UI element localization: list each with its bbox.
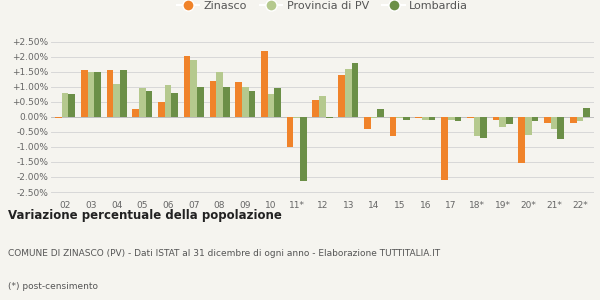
Bar bbox=[209, 81, 216, 117]
Bar bbox=[248, 92, 256, 117]
Bar bbox=[397, 117, 403, 118]
Bar bbox=[473, 117, 480, 136]
Text: COMUNE DI ZINASCO (PV) - Dati ISTAT al 31 dicembre di ogni anno - Elaborazione T: COMUNE DI ZINASCO (PV) - Dati ISTAT al 3… bbox=[8, 248, 440, 257]
Bar bbox=[551, 117, 557, 129]
Bar bbox=[493, 117, 499, 120]
Bar bbox=[235, 82, 242, 117]
Bar bbox=[364, 117, 371, 129]
Bar bbox=[415, 117, 422, 118]
Bar bbox=[300, 117, 307, 182]
Bar bbox=[81, 70, 88, 117]
Bar bbox=[499, 117, 506, 128]
Bar bbox=[223, 87, 230, 117]
Text: Variazione percentuale della popolazione: Variazione percentuale della popolazione bbox=[8, 209, 281, 222]
Bar bbox=[441, 117, 448, 180]
Bar bbox=[268, 94, 274, 117]
Bar bbox=[455, 117, 461, 122]
Bar bbox=[467, 117, 473, 118]
Bar bbox=[216, 72, 223, 117]
Bar bbox=[570, 117, 577, 123]
Legend: Zinasco, Provincia di PV, Lombardia: Zinasco, Provincia di PV, Lombardia bbox=[172, 0, 473, 15]
Bar bbox=[313, 100, 319, 117]
Text: (*) post-censimento: (*) post-censimento bbox=[8, 282, 98, 291]
Bar bbox=[377, 110, 384, 117]
Bar bbox=[242, 87, 248, 117]
Bar bbox=[94, 72, 101, 117]
Bar bbox=[88, 72, 94, 117]
Bar bbox=[261, 51, 268, 117]
Bar bbox=[338, 75, 345, 117]
Bar bbox=[525, 117, 532, 135]
Bar bbox=[319, 96, 326, 117]
Bar bbox=[107, 70, 113, 117]
Bar bbox=[352, 63, 358, 117]
Bar bbox=[139, 88, 146, 117]
Bar bbox=[165, 85, 172, 117]
Bar bbox=[120, 70, 127, 117]
Bar bbox=[287, 117, 293, 147]
Bar bbox=[518, 117, 525, 164]
Bar bbox=[506, 117, 512, 124]
Bar bbox=[480, 117, 487, 138]
Bar bbox=[532, 117, 538, 122]
Bar bbox=[274, 88, 281, 117]
Bar bbox=[448, 117, 455, 120]
Bar bbox=[557, 117, 564, 140]
Bar bbox=[422, 117, 429, 120]
Bar bbox=[190, 60, 197, 117]
Bar bbox=[389, 117, 397, 136]
Bar bbox=[113, 84, 120, 117]
Bar bbox=[371, 117, 377, 118]
Bar bbox=[577, 117, 583, 122]
Bar bbox=[429, 117, 436, 120]
Bar bbox=[146, 92, 152, 117]
Bar bbox=[184, 56, 190, 117]
Bar bbox=[68, 94, 75, 117]
Bar bbox=[197, 87, 204, 117]
Bar bbox=[62, 93, 68, 117]
Bar bbox=[133, 110, 139, 117]
Bar bbox=[583, 108, 590, 117]
Bar bbox=[55, 117, 62, 118]
Bar bbox=[544, 117, 551, 123]
Bar bbox=[158, 102, 165, 117]
Bar bbox=[403, 117, 410, 120]
Bar bbox=[345, 69, 352, 117]
Bar bbox=[293, 117, 300, 118]
Bar bbox=[326, 117, 332, 118]
Bar bbox=[172, 93, 178, 117]
